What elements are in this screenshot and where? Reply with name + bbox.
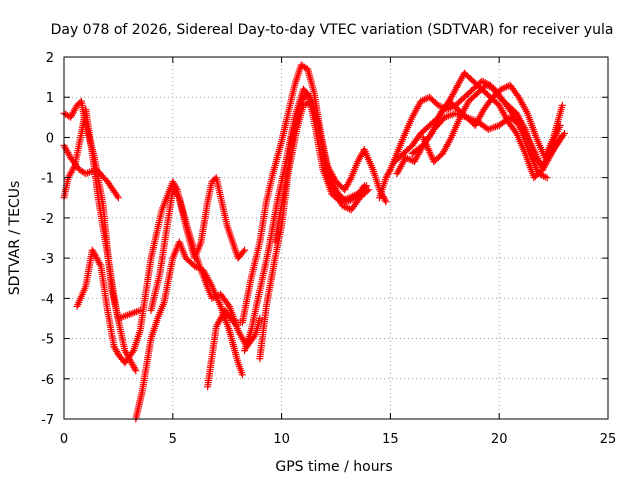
x-tick-label: 20: [491, 432, 508, 447]
y-tick-label: -6: [41, 373, 54, 388]
y-axis-label: SDTVAR / TECUs: [7, 181, 23, 296]
x-tick-label: 10: [273, 432, 290, 447]
y-tick-label: 0: [46, 131, 54, 146]
x-tick-label: 0: [60, 432, 68, 447]
y-tick-label: -7: [41, 413, 54, 428]
data-point-markers: [419, 81, 551, 182]
series-trace-15: [419, 81, 551, 182]
y-tick-label: -1: [41, 172, 54, 187]
plot-frame: [63, 56, 609, 420]
y-tick-label: -5: [41, 333, 54, 348]
y-tick-label: 1: [46, 91, 54, 106]
axis-ticks: 0 5 10 15 20 25 -7 -6 -5 -4 -3 -2 -1 0 1 2: [41, 51, 616, 447]
data-point-markers: [271, 89, 370, 246]
x-tick-label: 25: [600, 432, 617, 447]
series-trace-10: [271, 89, 370, 246]
series-trace-14: [408, 109, 568, 174]
y-tick-label: -3: [41, 252, 54, 267]
data-layer: [60, 61, 568, 423]
chart-title: Day 078 of 2026, Sidereal Day-to-day VTE…: [51, 22, 614, 38]
x-tick-label: 5: [169, 432, 177, 447]
x-axis-label: GPS time / hours: [275, 459, 392, 475]
y-tick-label: -2: [41, 212, 54, 227]
y-tick-label: 2: [46, 51, 54, 66]
y-tick-label: -4: [41, 292, 54, 307]
x-tick-label: 15: [382, 432, 399, 447]
data-point-markers: [408, 109, 568, 174]
